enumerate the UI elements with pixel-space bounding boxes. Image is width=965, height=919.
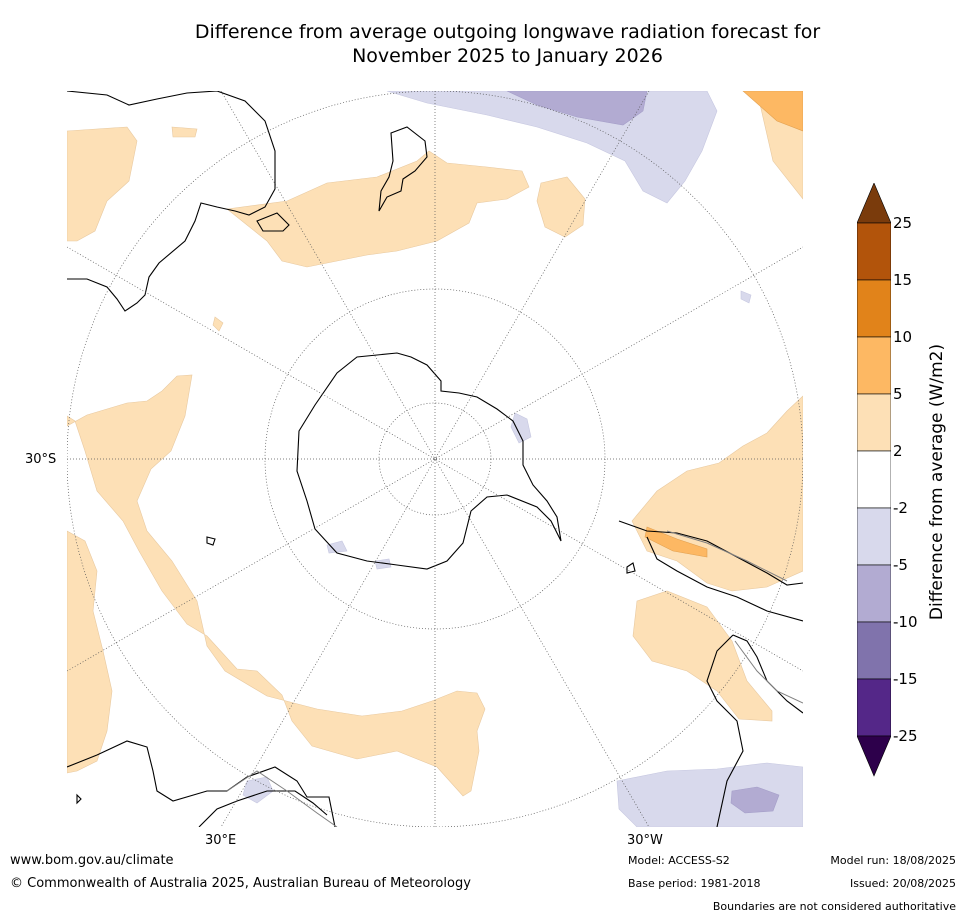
colorbar-tick-label: -5 (893, 556, 908, 574)
colorbar-tick-label: 10 (893, 328, 913, 346)
footer-url: www.bom.gov.au/climate (10, 853, 174, 868)
colorbar-cell (857, 279, 891, 338)
colorbar-tick-label: -25 (893, 727, 918, 745)
anomaly-strong-positive-areas (644, 91, 803, 558)
lon-label-30e: 30°E (205, 833, 237, 848)
colorbar-cell (857, 621, 891, 680)
footer-base-period: Base period: 1981-2018 (628, 877, 761, 890)
colorbar-cells (857, 183, 891, 777)
footer-disclaimer: Boundaries are not considered authoritat… (712, 900, 956, 913)
colorbar-cell (857, 222, 891, 281)
footer-issued: Issued: 20/08/2025 (849, 877, 956, 890)
colorbar (857, 183, 891, 777)
colorbar-tick-label: 2 (893, 442, 903, 460)
colorbar-cell (857, 450, 891, 509)
colorbar-extend-bottom (857, 735, 891, 777)
map-svg (67, 91, 803, 827)
anomaly-strong-negative-areas (506, 91, 780, 814)
lon-label-30w: 30°W (627, 833, 663, 848)
colorbar-extend-top (857, 183, 891, 224)
colorbar-cell (857, 336, 891, 395)
colorbar-cell (857, 507, 891, 566)
polar-map (67, 91, 803, 827)
anomaly-negative-areas (242, 91, 803, 827)
coastlines (67, 91, 803, 827)
colorbar-tick-label: 25 (893, 214, 913, 232)
title-line-2: November 2025 to January 2026 (352, 45, 663, 67)
colorbar-tick-label: 5 (893, 385, 903, 403)
colorbar-tick-label: 15 (893, 271, 913, 289)
footer-model-run: Model run: 18/08/2025 (830, 854, 956, 867)
graticule (67, 91, 803, 827)
colorbar-tick-label: -2 (893, 499, 908, 517)
colorbar-title: Difference from average (W/m2) (927, 343, 947, 621)
colorbar-tick-label: -10 (893, 613, 918, 631)
colorbar-cell (857, 564, 891, 623)
title-line-1: Difference from average outgoing longwav… (194, 21, 821, 43)
footer-model: Model: ACCESS-S2 (628, 854, 730, 867)
colorbar-cell (857, 393, 891, 452)
colorbar-tick-label: -15 (893, 670, 918, 688)
map-title: Difference from average outgoing longwav… (0, 20, 965, 68)
footer-copyright: © Commonwealth of Australia 2025, Austra… (10, 876, 471, 891)
lat-label-30s: 30°S (25, 452, 57, 467)
colorbar-cell (857, 678, 891, 737)
